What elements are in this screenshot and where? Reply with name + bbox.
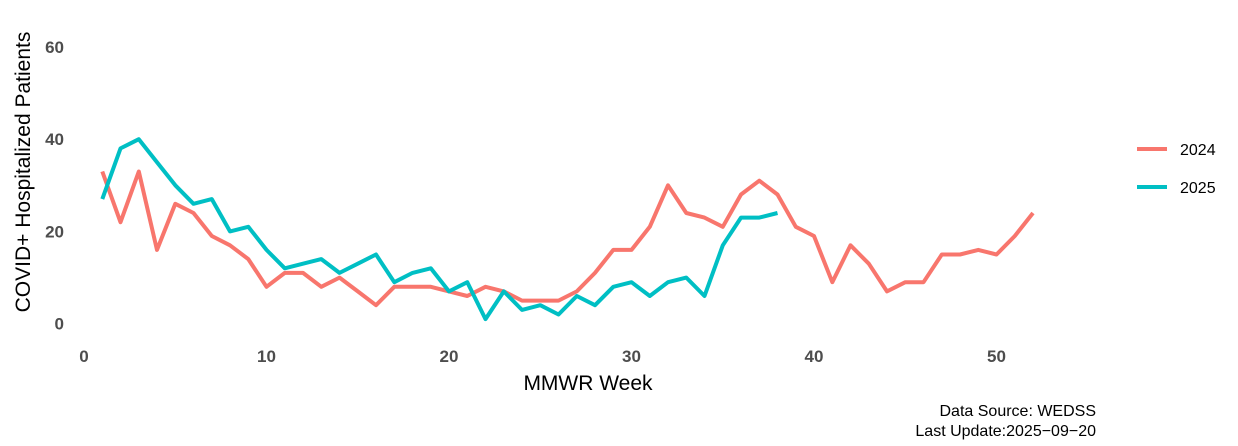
series-line-2025 [100, 137, 778, 322]
caption-last-update: Last Update:2025−09−20 [915, 423, 1096, 440]
series-lines [100, 137, 1035, 322]
y-axis-title: COVID+ Hospitalized Patients [12, 32, 35, 313]
y-tick-label: 20 [45, 222, 64, 241]
legend-label-2025: 2025 [1180, 180, 1216, 197]
x-tick-label: 20 [440, 347, 459, 366]
x-tick-label: 10 [257, 347, 276, 366]
x-tick-label: 50 [987, 347, 1006, 366]
x-tick-label: 30 [622, 347, 641, 366]
y-tick-label: 40 [45, 130, 64, 149]
series-line-2024 [100, 169, 1035, 308]
legend: 2024 2025 [1137, 142, 1216, 197]
x-axis-ticks: 0 10 20 30 40 50 [79, 347, 1006, 366]
legend-label-2024: 2024 [1180, 142, 1216, 159]
y-tick-label: 0 [55, 315, 64, 334]
x-axis-title: MMWR Week [523, 372, 653, 395]
x-tick-label: 40 [805, 347, 824, 366]
y-axis-ticks: 0 20 40 60 [45, 38, 64, 334]
caption-source: Data Source: WEDSS [939, 403, 1097, 420]
x-tick-label: 0 [79, 347, 88, 366]
y-tick-label: 60 [45, 38, 64, 57]
